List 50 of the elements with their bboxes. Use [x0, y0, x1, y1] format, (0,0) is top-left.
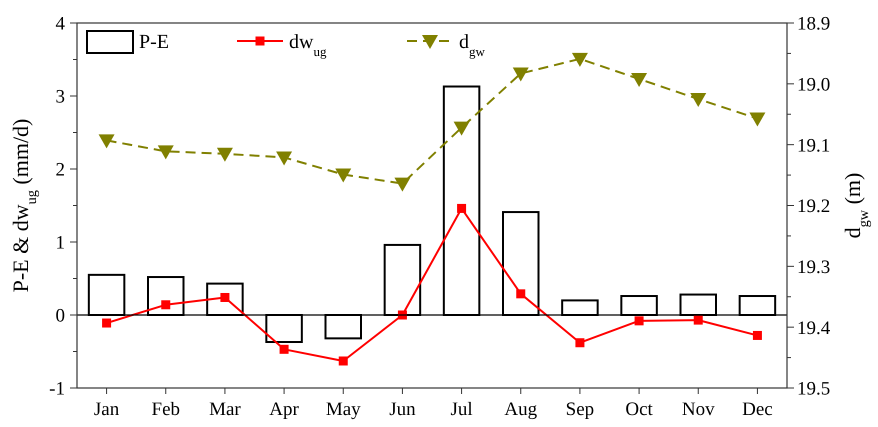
x-tick-label: Apr [269, 399, 300, 420]
point [512, 67, 529, 82]
y2-tick-label: 19.0 [797, 74, 830, 96]
y-tick-label: 0 [56, 306, 65, 327]
point [158, 145, 174, 160]
point [161, 300, 170, 310]
legend-label: d$_{gw}$ [459, 31, 486, 58]
point [572, 52, 588, 67]
x-tick-label: Aug [504, 399, 538, 420]
legend-label: dw$_{ug}$ [289, 31, 327, 58]
y2-tick-label: 18.9 [797, 14, 830, 35]
y-tick-label: -1 [49, 378, 65, 400]
point [457, 204, 466, 213]
point [752, 330, 762, 340]
point [516, 289, 526, 298]
y-tick-label: 4 [56, 14, 66, 35]
x-tick-label: Jul [450, 399, 473, 420]
legend-label: P-E [139, 31, 169, 53]
point [338, 356, 348, 366]
x-tick-label: Nov [682, 399, 716, 420]
x-tick-label: Jun [389, 399, 416, 420]
x-tick-label: Sep [566, 399, 594, 420]
x-tick-label: Feb [152, 399, 180, 420]
y2-tick-label: 19.1 [797, 135, 830, 156]
point [276, 151, 292, 166]
x-tick-label: Oct [625, 399, 654, 420]
x-tick-label: May [326, 399, 362, 420]
point [690, 93, 706, 108]
point [454, 122, 470, 136]
y2-tick-label: 19.4 [797, 318, 831, 339]
x-tick-label: Dec [742, 399, 773, 420]
point [394, 178, 410, 192]
y-tick-label: 3 [56, 86, 65, 108]
y2-tick-label: 19.3 [797, 256, 830, 278]
point [280, 344, 289, 354]
point [335, 168, 352, 182]
point [634, 316, 644, 326]
x-tick-label: Jan [94, 399, 120, 420]
y2-tick-label: 19.5 [797, 378, 830, 400]
x-tick-label: Mar [209, 399, 242, 420]
y-tick-label: 2 [56, 160, 65, 181]
point [694, 316, 703, 325]
point [749, 112, 766, 127]
point [575, 338, 584, 348]
point [98, 134, 115, 148]
y-tick-label: 1 [56, 232, 65, 254]
y2-tick-label: 19.2 [797, 196, 830, 218]
point [631, 72, 648, 87]
point [216, 148, 233, 162]
point [102, 318, 112, 328]
